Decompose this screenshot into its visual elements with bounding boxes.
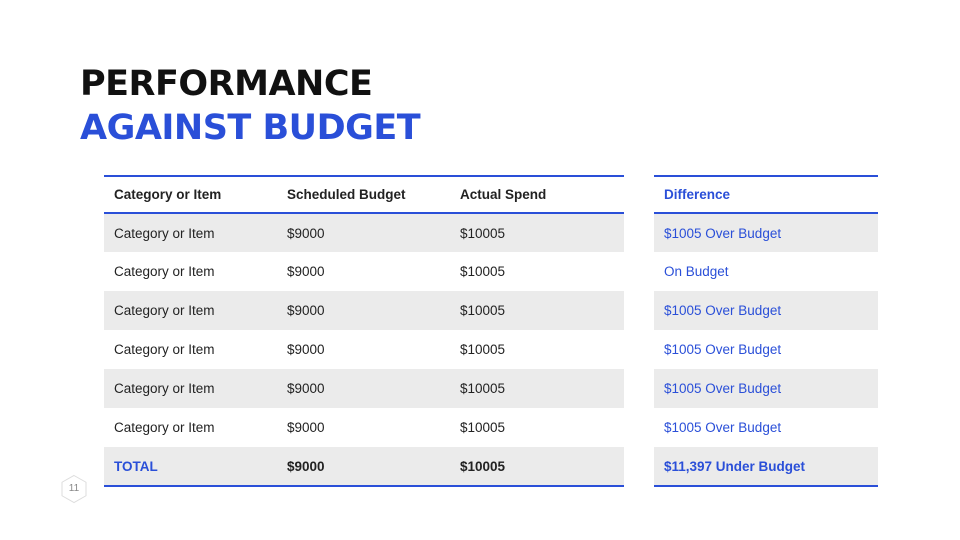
cell-category: Category or Item xyxy=(114,381,215,396)
table-row: $1005 Over Budget xyxy=(654,291,878,330)
cell-difference: $1005 Over Budget xyxy=(664,225,782,241)
budget-table: Category or Item Scheduled Budget Actual… xyxy=(104,175,624,487)
table-row: Category or Item $9000 $10005 xyxy=(104,213,624,252)
cell-scheduled: $9000 xyxy=(287,303,325,318)
cell-actual: $10005 xyxy=(460,342,506,357)
header-category: Category or Item xyxy=(114,187,222,202)
difference-table: Difference $1005 Over Budget On Budget $… xyxy=(654,175,878,487)
table-row: $1005 Over Budget xyxy=(654,213,878,252)
cell-category: Category or Item xyxy=(114,225,215,241)
cell-actual: $10005 xyxy=(460,381,506,396)
cell-scheduled: $9000 xyxy=(287,420,325,435)
table-header-row: Category or Item Scheduled Budget Actual… xyxy=(104,176,624,213)
cell-difference: $1005 Over Budget xyxy=(664,381,782,396)
cell-category: Category or Item xyxy=(114,420,215,435)
page-number: 11 xyxy=(68,483,80,494)
cell-category: Category or Item xyxy=(114,342,215,357)
cell-difference: $1005 Over Budget xyxy=(664,342,782,357)
cell-difference: $1005 Over Budget xyxy=(664,420,782,435)
cell-actual: $10005 xyxy=(460,303,506,318)
header-scheduled-budget: Scheduled Budget xyxy=(287,187,406,202)
cell-category: Category or Item xyxy=(114,303,215,318)
table-row: $1005 Over Budget xyxy=(654,369,878,408)
total-difference: $11,397 Under Budget xyxy=(664,458,806,474)
table-row: Category or Item $9000 $10005 xyxy=(104,330,624,369)
header-actual-spend: Actual Spend xyxy=(460,187,547,202)
cell-actual: $10005 xyxy=(460,264,506,279)
table-row: Category or Item $9000 $10005 xyxy=(104,291,624,330)
cell-scheduled: $9000 xyxy=(287,342,325,357)
hexagon-icon xyxy=(61,474,87,504)
table-row: Category or Item $9000 $10005 xyxy=(104,408,624,447)
cell-actual: $10005 xyxy=(460,420,506,435)
cell-difference: On Budget xyxy=(664,264,729,279)
difference-total-row: $11,397 Under Budget xyxy=(654,447,878,486)
header-difference: Difference xyxy=(664,187,731,202)
difference-header-row: Difference xyxy=(654,176,878,213)
table-row: $1005 Over Budget xyxy=(654,330,878,369)
table-row: Category or Item $9000 $10005 xyxy=(104,252,624,291)
table-total-row: TOTAL $9000 $10005 xyxy=(104,447,624,486)
cell-scheduled: $9000 xyxy=(287,381,325,396)
cell-scheduled: $9000 xyxy=(287,264,325,279)
title-line-2: AGAINST BUDGET xyxy=(80,108,421,148)
total-scheduled: $9000 xyxy=(287,458,325,474)
table-row: Category or Item $9000 $10005 xyxy=(104,369,624,408)
cell-difference: $1005 Over Budget xyxy=(664,303,782,318)
cell-actual: $10005 xyxy=(460,225,506,241)
cell-scheduled: $9000 xyxy=(287,225,325,241)
page-number-badge: 11 xyxy=(59,474,89,504)
title-line-1: PERFORMANCE xyxy=(80,64,373,104)
total-actual: $10005 xyxy=(460,458,506,474)
table-row: $1005 Over Budget xyxy=(654,408,878,447)
total-label: TOTAL xyxy=(114,458,158,474)
table-row: On Budget xyxy=(654,252,878,291)
cell-category: Category or Item xyxy=(114,264,215,279)
slide-title: PERFORMANCE AGAINST BUDGET xyxy=(80,62,421,150)
